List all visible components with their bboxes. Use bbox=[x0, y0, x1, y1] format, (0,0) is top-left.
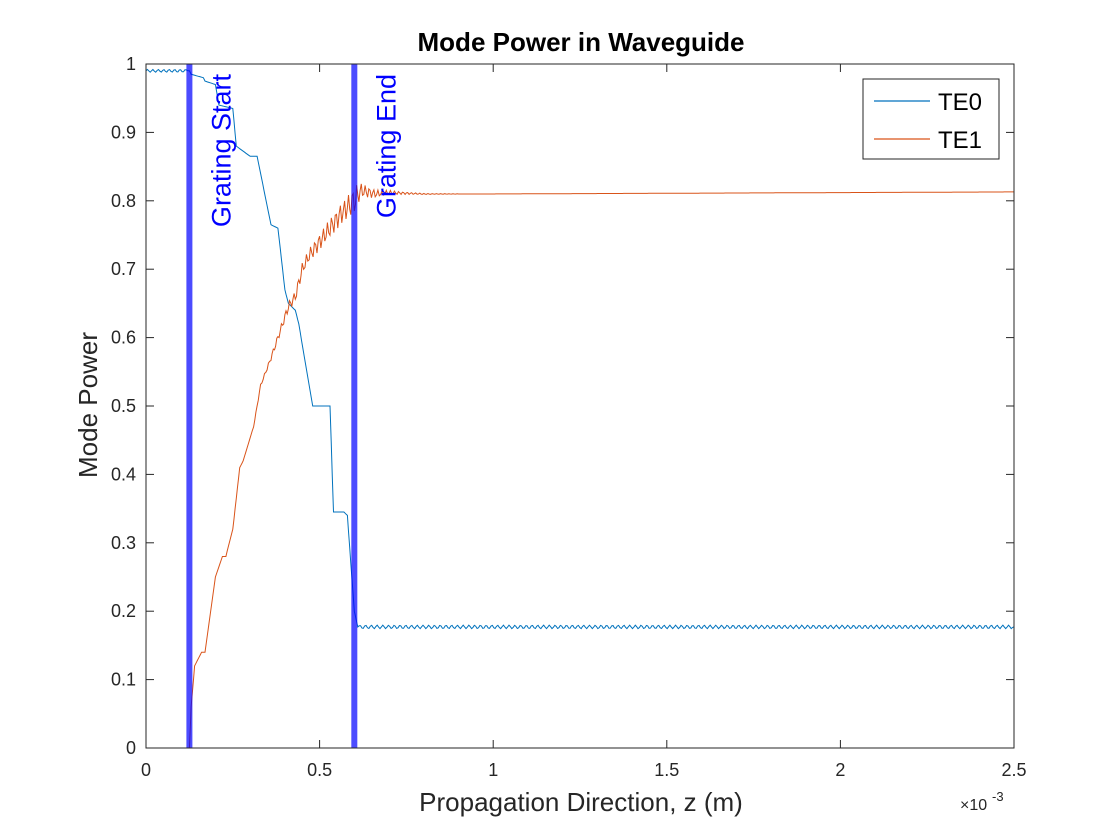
y-tick-label: 0.4 bbox=[111, 464, 136, 484]
y-tick-label: 0.1 bbox=[111, 670, 136, 690]
y-tick-label: 0.3 bbox=[111, 533, 136, 553]
tick-layer: 0 0.5 1 1.5 2 2.5 0 0.1 0.2 0.3 0.4 0.5 0.6 0.7 0.8 0.9… bbox=[111, 54, 1027, 780]
series-layer bbox=[146, 68, 1014, 748]
y-tick-label: 0.5 bbox=[111, 396, 136, 416]
legend: TE0 TE1 bbox=[862, 78, 1000, 160]
legend-box bbox=[862, 78, 1000, 160]
x-tick-label: 0 bbox=[141, 760, 151, 780]
x-tick-label: 0.5 bbox=[307, 760, 332, 780]
x-axis-label: Propagation Direction, z (m) bbox=[419, 787, 743, 817]
annotation-label: Grating End bbox=[371, 74, 401, 218]
series-line-te0 bbox=[146, 68, 1014, 630]
series-line-te1 bbox=[146, 183, 1014, 748]
x-tick-label: 1.5 bbox=[654, 760, 679, 780]
y-tick-label: 0.7 bbox=[111, 259, 136, 279]
y-tick-label: 0.2 bbox=[111, 601, 136, 621]
x-exponent-label: ×10 -3 bbox=[960, 789, 1004, 814]
y-tick-label: 1 bbox=[126, 54, 136, 74]
y-tick-label: 0.9 bbox=[111, 122, 136, 142]
y-tick-label: 0.6 bbox=[111, 328, 136, 348]
y-tick-label: 0.8 bbox=[111, 191, 136, 211]
x-tick-label: 2.5 bbox=[1001, 760, 1026, 780]
legend-label-te0: TE0 bbox=[938, 89, 982, 116]
x-exponent-power: -3 bbox=[992, 789, 1004, 804]
x-tick-label: 1 bbox=[488, 760, 498, 780]
y-tick-label: 0 bbox=[126, 738, 136, 758]
annotation-layer: Grating Start Grating End bbox=[186, 64, 401, 748]
x-exponent-base: ×10 bbox=[960, 797, 987, 814]
y-axis-label: Mode Power bbox=[73, 332, 103, 478]
legend-label-te1: TE1 bbox=[938, 127, 982, 154]
x-tick-label: 2 bbox=[835, 760, 845, 780]
chart-title: Mode Power in Waveguide bbox=[418, 27, 745, 57]
annotation-label: Grating Start bbox=[206, 74, 236, 228]
